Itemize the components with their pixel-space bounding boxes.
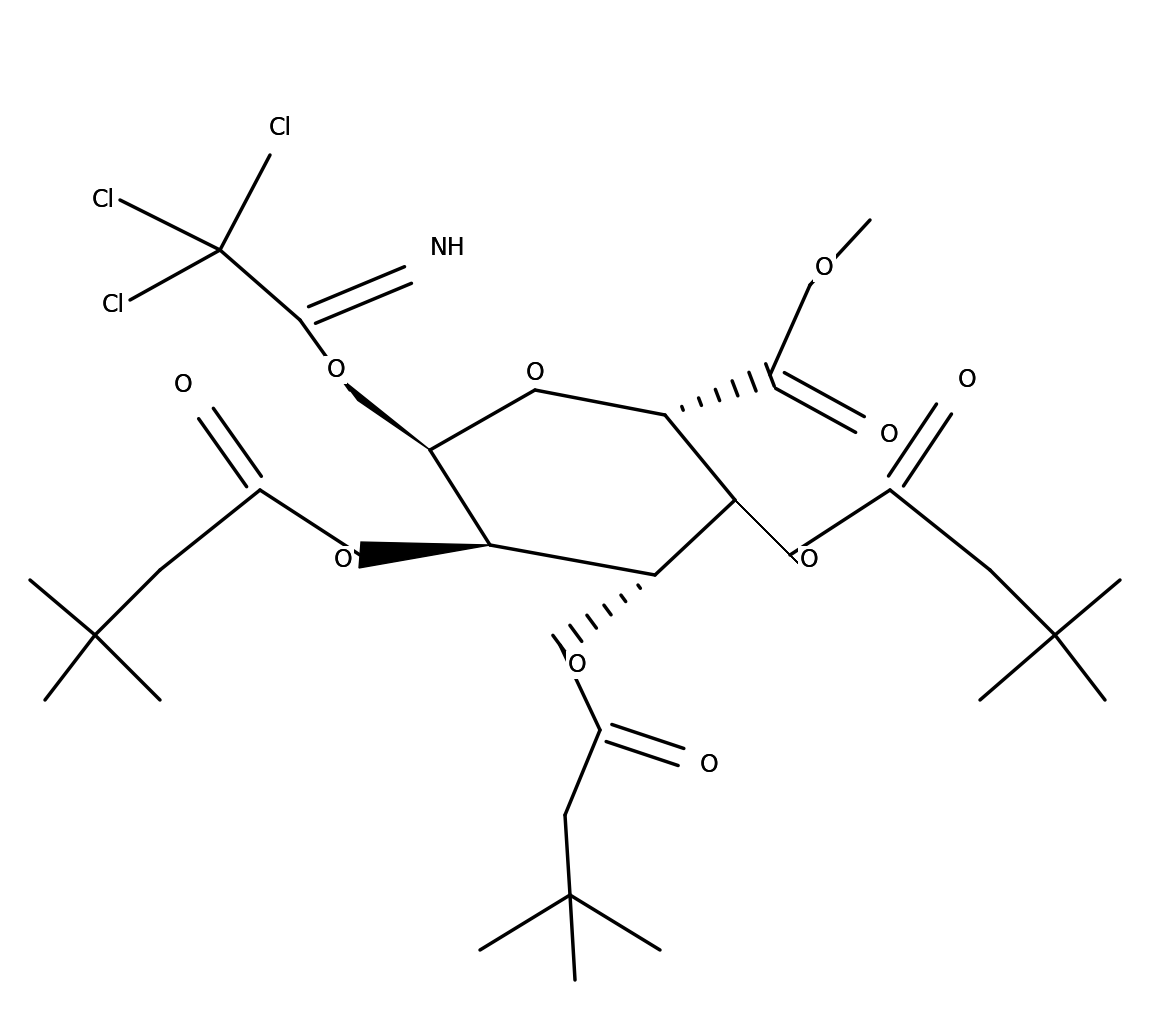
Text: O: O: [800, 548, 819, 572]
Text: O: O: [958, 368, 977, 392]
Text: O: O: [174, 373, 192, 397]
Text: O: O: [526, 361, 545, 385]
Text: O: O: [526, 361, 545, 385]
Text: O: O: [880, 423, 899, 447]
Text: Cl: Cl: [92, 188, 115, 212]
Text: Cl: Cl: [101, 293, 125, 317]
Text: Cl: Cl: [268, 116, 292, 140]
Text: O: O: [958, 368, 977, 392]
Text: O: O: [326, 358, 345, 382]
Text: O: O: [815, 256, 834, 280]
Text: O: O: [815, 256, 834, 280]
Polygon shape: [342, 379, 430, 450]
Text: O: O: [800, 548, 819, 572]
Text: Cl: Cl: [92, 188, 115, 212]
Text: O: O: [568, 653, 586, 677]
Text: Cl: Cl: [268, 116, 292, 140]
Text: O: O: [958, 368, 977, 392]
Text: O: O: [700, 753, 718, 777]
Text: O: O: [800, 548, 819, 572]
Text: O: O: [333, 548, 352, 572]
Text: O: O: [700, 753, 718, 777]
Text: O: O: [333, 548, 352, 572]
Text: Cl: Cl: [268, 116, 292, 140]
Text: O: O: [568, 653, 586, 677]
Text: O: O: [568, 653, 586, 677]
Text: O: O: [815, 256, 834, 280]
Text: NH: NH: [430, 236, 465, 260]
Text: O: O: [526, 361, 545, 385]
Text: NH: NH: [430, 236, 465, 260]
Polygon shape: [359, 542, 490, 568]
Text: O: O: [326, 358, 345, 382]
Text: O: O: [880, 423, 899, 447]
Text: O: O: [333, 548, 352, 572]
Text: O: O: [174, 373, 192, 397]
Polygon shape: [735, 500, 799, 565]
Text: Cl: Cl: [92, 188, 115, 212]
Text: O: O: [174, 373, 192, 397]
Text: O: O: [326, 358, 345, 382]
Text: O: O: [880, 423, 899, 447]
Text: NH: NH: [430, 236, 465, 260]
Text: Cl: Cl: [101, 293, 125, 317]
Text: O: O: [700, 753, 718, 777]
Text: Cl: Cl: [101, 293, 125, 317]
